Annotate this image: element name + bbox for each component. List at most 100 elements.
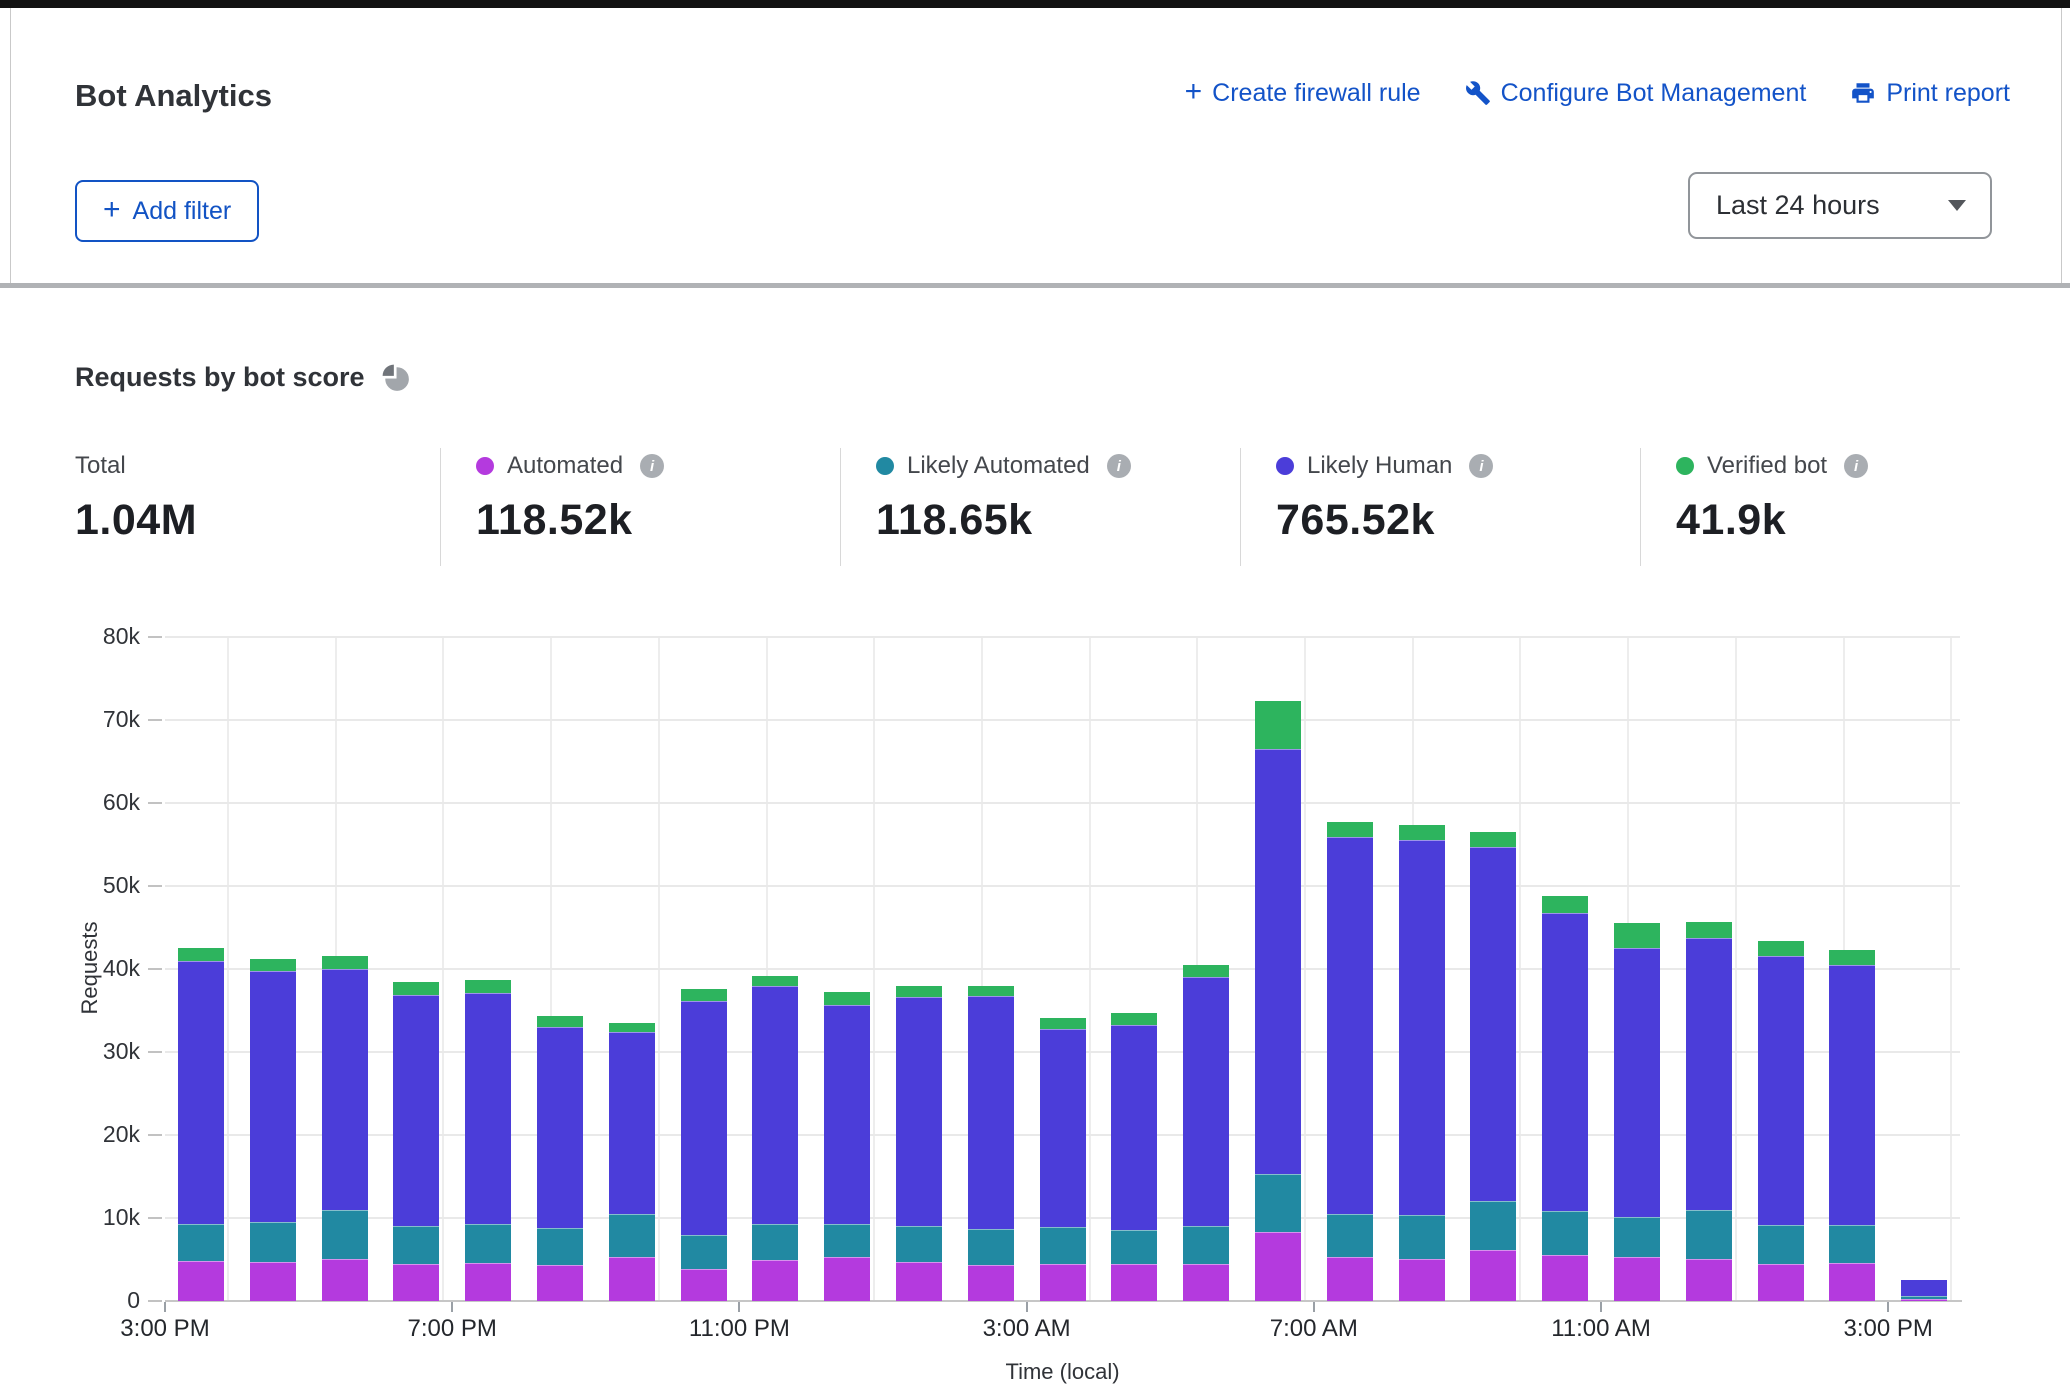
bar-segment-likely-automated[interactable] [1040, 1227, 1086, 1264]
bar-segment-likely-automated[interactable] [1758, 1225, 1804, 1264]
bar-segment-likely-human[interactable] [1111, 1025, 1157, 1230]
info-icon[interactable]: i [640, 454, 664, 478]
bar-segment-likely-human[interactable] [1829, 965, 1875, 1226]
bar-segment-automated[interactable] [1183, 1264, 1229, 1301]
bar-segment-automated[interactable] [465, 1263, 511, 1301]
bar-segment-automated[interactable] [393, 1264, 439, 1301]
bar-segment-automated[interactable] [968, 1265, 1014, 1301]
time-range-select[interactable]: Last 24 hours [1688, 172, 1992, 239]
bar-segment-verified-bot[interactable] [752, 976, 798, 985]
bar-segment-verified-bot[interactable] [681, 989, 727, 1001]
stacked-bar[interactable] [1686, 922, 1732, 1301]
bar-segment-likely-automated[interactable] [681, 1235, 727, 1268]
stacked-bar[interactable] [465, 980, 511, 1301]
bar-segment-verified-bot[interactable] [896, 986, 942, 997]
bar-segment-verified-bot[interactable] [1399, 825, 1445, 840]
bar-segment-likely-human[interactable] [968, 996, 1014, 1228]
bar-segment-likely-automated[interactable] [1399, 1215, 1445, 1259]
stacked-bar[interactable] [1758, 941, 1804, 1301]
bar-segment-verified-bot[interactable] [1758, 941, 1804, 956]
bar-segment-verified-bot[interactable] [1111, 1013, 1157, 1025]
stacked-bar[interactable] [681, 989, 727, 1301]
stacked-bar[interactable] [1829, 950, 1875, 1301]
bar-segment-automated[interactable] [250, 1262, 296, 1301]
bar-segment-automated[interactable] [824, 1257, 870, 1301]
bar-segment-automated[interactable] [1686, 1259, 1732, 1301]
bar-segment-automated[interactable] [1255, 1232, 1301, 1301]
bar-segment-verified-bot[interactable] [537, 1016, 583, 1027]
bar-segment-automated[interactable] [1542, 1255, 1588, 1301]
bar-segment-verified-bot[interactable] [1327, 822, 1373, 837]
bar-segment-likely-human[interactable] [465, 993, 511, 1224]
stacked-bar[interactable] [609, 1023, 655, 1301]
bar-segment-verified-bot[interactable] [322, 956, 368, 969]
create-firewall-rule-link[interactable]: + Create firewall rule [1185, 78, 1421, 108]
stacked-bar[interactable] [1399, 825, 1445, 1301]
bar-segment-verified-bot[interactable] [1470, 832, 1516, 847]
stacked-bar[interactable] [968, 986, 1014, 1301]
bar-segment-automated[interactable] [1614, 1257, 1660, 1301]
bar-segment-likely-automated[interactable] [1111, 1230, 1157, 1264]
stacked-bar[interactable] [1111, 1013, 1157, 1301]
bar-segment-likely-human[interactable] [681, 1001, 727, 1236]
bar-segment-likely-automated[interactable] [393, 1226, 439, 1264]
bar-segment-likely-automated[interactable] [1686, 1210, 1732, 1260]
bar-segment-likely-human[interactable] [322, 969, 368, 1210]
stacked-bar[interactable] [537, 1016, 583, 1301]
bar-segment-verified-bot[interactable] [1614, 923, 1660, 948]
bar-segment-likely-human[interactable] [1542, 913, 1588, 1211]
info-icon[interactable]: i [1844, 454, 1868, 478]
bar-segment-likely-human[interactable] [752, 986, 798, 1224]
configure-bot-management-link[interactable]: Configure Bot Management [1465, 79, 1807, 108]
bar-segment-likely-human[interactable] [1614, 948, 1660, 1217]
stacked-bar[interactable] [178, 948, 224, 1301]
bar-segment-likely-automated[interactable] [896, 1226, 942, 1262]
bar-segment-verified-bot[interactable] [250, 959, 296, 971]
bar-segment-likely-human[interactable] [178, 961, 224, 1224]
bar-segment-likely-automated[interactable] [1470, 1201, 1516, 1250]
bar-segment-likely-human[interactable] [609, 1032, 655, 1214]
bar-segment-likely-automated[interactable] [752, 1224, 798, 1261]
bar-segment-automated[interactable] [1399, 1259, 1445, 1301]
stacked-bar[interactable] [896, 986, 942, 1301]
bar-segment-likely-human[interactable] [824, 1005, 870, 1224]
info-icon[interactable]: i [1107, 454, 1131, 478]
bar-segment-likely-automated[interactable] [1542, 1211, 1588, 1255]
bar-segment-verified-bot[interactable] [824, 992, 870, 1004]
stacked-bar[interactable] [752, 976, 798, 1301]
bar-segment-verified-bot[interactable] [1686, 922, 1732, 939]
stacked-bar[interactable] [1183, 965, 1229, 1301]
bar-segment-verified-bot[interactable] [968, 986, 1014, 997]
bar-segment-verified-bot[interactable] [609, 1023, 655, 1032]
bar-segment-likely-human[interactable] [537, 1027, 583, 1228]
bar-segment-likely-automated[interactable] [250, 1222, 296, 1262]
stacked-bar[interactable] [1327, 822, 1373, 1301]
stacked-bar[interactable] [1040, 1018, 1086, 1301]
stacked-bar[interactable] [250, 959, 296, 1301]
bar-segment-likely-automated[interactable] [1614, 1217, 1660, 1257]
bar-segment-verified-bot[interactable] [1183, 965, 1229, 977]
bar-segment-verified-bot[interactable] [393, 982, 439, 994]
stacked-bar[interactable] [1614, 923, 1660, 1301]
bar-segment-automated[interactable] [1470, 1250, 1516, 1301]
bar-segment-likely-automated[interactable] [609, 1214, 655, 1257]
bar-segment-automated[interactable] [681, 1269, 727, 1301]
bar-segment-likely-automated[interactable] [537, 1228, 583, 1265]
bar-segment-likely-human[interactable] [250, 971, 296, 1222]
stacked-bar[interactable] [1255, 701, 1301, 1301]
bar-segment-verified-bot[interactable] [1040, 1018, 1086, 1029]
bar-segment-automated[interactable] [1901, 1299, 1947, 1301]
stacked-bar[interactable] [824, 992, 870, 1301]
bar-segment-automated[interactable] [178, 1261, 224, 1301]
bar-segment-likely-human[interactable] [1470, 847, 1516, 1201]
bar-segment-likely-human[interactable] [1399, 840, 1445, 1214]
bar-segment-verified-bot[interactable] [1542, 896, 1588, 913]
bar-segment-verified-bot[interactable] [1829, 950, 1875, 965]
print-report-link[interactable]: Print report [1850, 79, 2010, 108]
bar-segment-likely-human[interactable] [1901, 1280, 1947, 1296]
bar-segment-likely-human[interactable] [1686, 938, 1732, 1209]
bar-segment-likely-human[interactable] [393, 995, 439, 1227]
bar-segment-automated[interactable] [1758, 1264, 1804, 1301]
stacked-bar[interactable] [1901, 1280, 1947, 1301]
bar-segment-likely-human[interactable] [896, 997, 942, 1226]
